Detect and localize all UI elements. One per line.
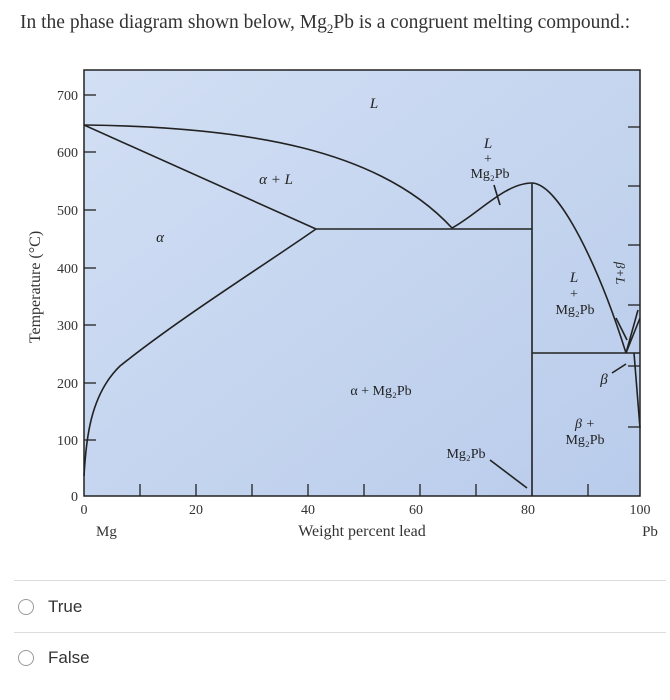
region-l-mg2pb-plus-right: + [570,287,578,302]
beta-solvus [633,352,641,429]
y-tick-label: 0 [71,490,78,505]
region-l-mg2pb-bottom-left: Mg₂Pb [470,167,509,182]
x-tick-marks [139,484,589,496]
region-l-mg2pb-bottom-right: Mg₂Pb [555,303,594,318]
left-element-label: Mg [96,524,117,540]
option-false[interactable]: False [18,643,90,673]
liquidus-left [83,124,453,229]
l-mg2pb-pointer [493,184,501,206]
plot-area [83,69,641,497]
region-beta-mg2pb-top: β + [574,417,595,432]
x-tick-label: 60 [409,503,423,518]
beta-liquid-pointer [615,317,628,341]
x-tick-label: 20 [189,503,203,518]
region-l-mg2pb-top-left: L [483,136,492,152]
y-tick-label: 600 [57,146,78,161]
region-beta-mg2pb-bottom: Mg₂Pb [565,433,604,448]
x-axis-label: Weight percent lead [298,523,426,540]
region-alpha-mg2pb: α + Mg₂Pb [350,384,411,399]
option-false-label: False [48,648,90,667]
y-tick-label: 700 [57,89,78,104]
phase-diagram: 700 600 500 400 300 200 100 0 0 20 40 60… [0,60,670,560]
region-alpha: α [156,230,165,246]
radio-true[interactable] [18,599,34,615]
liquidus-compound-left [451,182,533,229]
phase-boundaries [83,124,641,496]
right-element-label: Pb [642,524,658,540]
y-tick-label: 500 [57,204,78,219]
x-tick-label: 80 [521,503,535,518]
option-true-label: True [48,597,83,616]
option-true[interactable]: True [18,592,82,622]
y-axis-label: Temperature (°C) [27,231,44,343]
compound-label-pointer [489,459,528,489]
region-alpha-liquid: α + L [259,172,293,188]
region-l-mg2pb-plus-left: + [484,152,492,167]
question-text: In the phase diagram shown below, Mg2Pb … [20,12,631,36]
divider [14,580,666,581]
region-liquid: L [369,96,378,112]
y-tick-label: 400 [57,262,78,277]
region-beta-liquid: β+L [613,261,628,284]
solvus-alpha [83,228,317,477]
beta-solidus [625,317,641,354]
region-l-mg2pb-top-right: L [569,270,578,286]
y-tick-marks [84,94,640,441]
x-tick-label: 0 [81,503,88,518]
beta-pointer [611,363,627,374]
liquidus-compound-right [531,182,627,354]
radio-false[interactable] [18,650,34,666]
y-tick-label: 300 [57,319,78,334]
x-tick-label: 100 [630,503,651,518]
solidus-alpha [83,124,317,230]
y-tick-label: 100 [57,434,78,449]
region-beta: β [599,372,608,388]
compound-line-label: Mg₂Pb [446,447,485,462]
y-tick-label: 200 [57,377,78,392]
divider [14,632,666,633]
x-tick-label: 40 [301,503,315,518]
beta-liquidus [625,309,639,354]
